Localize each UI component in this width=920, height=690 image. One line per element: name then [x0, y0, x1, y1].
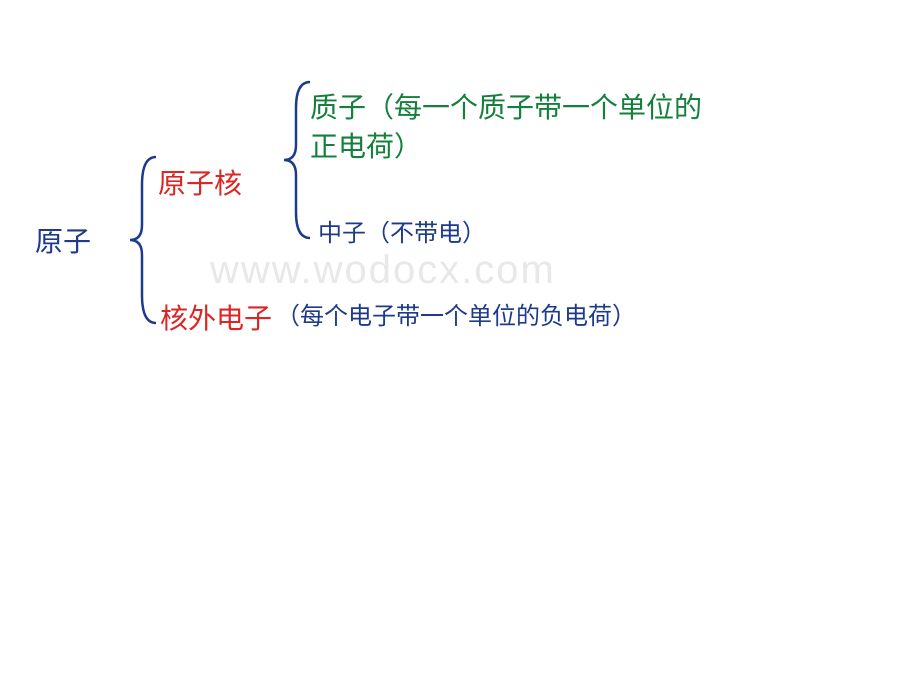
- neutron-label: 中子（不带电）: [318, 213, 486, 248]
- proton-label: 质子（每一个质子带一个单位的正电荷）: [310, 88, 710, 166]
- electron-description: （每个电子带一个单位的负电荷）: [276, 299, 796, 335]
- electron-label: 核外电子: [160, 297, 272, 337]
- atom-label: 原子: [35, 220, 91, 260]
- nucleus-label: 原子核: [158, 162, 242, 202]
- bracket-nucleus: [282, 80, 312, 240]
- watermark-text: www.wodocx.com: [210, 248, 556, 293]
- bracket-atom: [128, 155, 158, 325]
